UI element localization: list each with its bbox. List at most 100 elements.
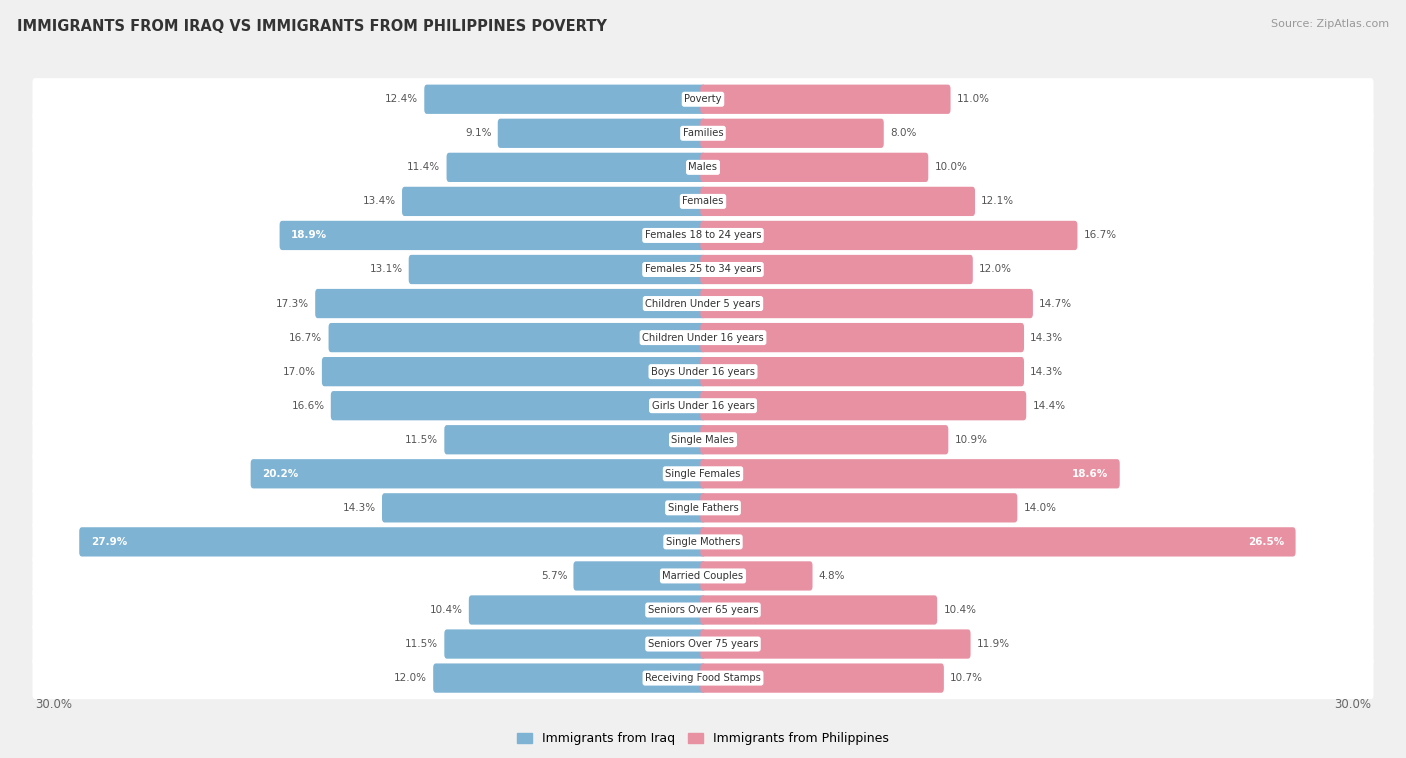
- Text: 14.0%: 14.0%: [1024, 503, 1056, 513]
- FancyBboxPatch shape: [322, 357, 706, 387]
- FancyBboxPatch shape: [700, 255, 973, 284]
- FancyBboxPatch shape: [32, 317, 1374, 359]
- Text: Single Females: Single Females: [665, 468, 741, 479]
- FancyBboxPatch shape: [32, 521, 1374, 563]
- FancyBboxPatch shape: [498, 119, 706, 148]
- FancyBboxPatch shape: [444, 425, 706, 454]
- Text: Children Under 5 years: Children Under 5 years: [645, 299, 761, 309]
- Text: 14.3%: 14.3%: [343, 503, 375, 513]
- FancyBboxPatch shape: [32, 453, 1374, 495]
- FancyBboxPatch shape: [700, 152, 928, 182]
- FancyBboxPatch shape: [700, 629, 970, 659]
- Text: Poverty: Poverty: [685, 94, 721, 105]
- Text: 16.7%: 16.7%: [290, 333, 322, 343]
- FancyBboxPatch shape: [250, 459, 706, 488]
- FancyBboxPatch shape: [32, 623, 1374, 666]
- Text: 12.1%: 12.1%: [981, 196, 1014, 206]
- FancyBboxPatch shape: [444, 629, 706, 659]
- Text: 17.3%: 17.3%: [276, 299, 309, 309]
- Text: 8.0%: 8.0%: [890, 128, 917, 138]
- Legend: Immigrants from Iraq, Immigrants from Philippines: Immigrants from Iraq, Immigrants from Ph…: [512, 727, 894, 750]
- Text: Males: Males: [689, 162, 717, 172]
- Text: 27.9%: 27.9%: [91, 537, 127, 547]
- FancyBboxPatch shape: [330, 391, 706, 421]
- FancyBboxPatch shape: [32, 146, 1374, 189]
- Text: Seniors Over 75 years: Seniors Over 75 years: [648, 639, 758, 649]
- FancyBboxPatch shape: [32, 418, 1374, 461]
- Text: 16.7%: 16.7%: [1084, 230, 1116, 240]
- Text: 11.9%: 11.9%: [977, 639, 1010, 649]
- Text: 20.2%: 20.2%: [262, 468, 298, 479]
- Text: 12.4%: 12.4%: [385, 94, 418, 105]
- FancyBboxPatch shape: [32, 350, 1374, 393]
- FancyBboxPatch shape: [402, 186, 706, 216]
- Text: 17.0%: 17.0%: [283, 367, 315, 377]
- Text: 10.4%: 10.4%: [430, 605, 463, 615]
- Text: Females: Females: [682, 196, 724, 206]
- FancyBboxPatch shape: [700, 289, 1033, 318]
- Text: 13.1%: 13.1%: [370, 265, 402, 274]
- Text: 10.0%: 10.0%: [935, 162, 967, 172]
- Text: 14.4%: 14.4%: [1032, 401, 1066, 411]
- FancyBboxPatch shape: [700, 186, 974, 216]
- Text: 30.0%: 30.0%: [35, 698, 72, 711]
- Text: 10.9%: 10.9%: [955, 435, 987, 445]
- Text: 5.7%: 5.7%: [541, 571, 567, 581]
- FancyBboxPatch shape: [700, 561, 813, 590]
- FancyBboxPatch shape: [409, 255, 706, 284]
- Text: 13.4%: 13.4%: [363, 196, 396, 206]
- FancyBboxPatch shape: [32, 283, 1374, 324]
- FancyBboxPatch shape: [32, 112, 1374, 155]
- FancyBboxPatch shape: [700, 323, 1024, 352]
- Text: 10.4%: 10.4%: [943, 605, 976, 615]
- FancyBboxPatch shape: [315, 289, 706, 318]
- FancyBboxPatch shape: [32, 78, 1374, 121]
- FancyBboxPatch shape: [32, 555, 1374, 597]
- FancyBboxPatch shape: [700, 221, 1077, 250]
- Text: 16.6%: 16.6%: [291, 401, 325, 411]
- FancyBboxPatch shape: [700, 528, 1295, 556]
- Text: Source: ZipAtlas.com: Source: ZipAtlas.com: [1271, 19, 1389, 29]
- Text: Single Mothers: Single Mothers: [666, 537, 740, 547]
- Text: 14.7%: 14.7%: [1039, 299, 1073, 309]
- FancyBboxPatch shape: [468, 595, 706, 625]
- Text: IMMIGRANTS FROM IRAQ VS IMMIGRANTS FROM PHILIPPINES POVERTY: IMMIGRANTS FROM IRAQ VS IMMIGRANTS FROM …: [17, 19, 607, 34]
- Text: 11.5%: 11.5%: [405, 435, 439, 445]
- Text: 18.9%: 18.9%: [291, 230, 328, 240]
- Text: 12.0%: 12.0%: [979, 265, 1012, 274]
- FancyBboxPatch shape: [700, 663, 943, 693]
- Text: 11.4%: 11.4%: [408, 162, 440, 172]
- FancyBboxPatch shape: [79, 528, 706, 556]
- Text: Boys Under 16 years: Boys Under 16 years: [651, 367, 755, 377]
- FancyBboxPatch shape: [425, 85, 706, 114]
- FancyBboxPatch shape: [32, 657, 1374, 699]
- FancyBboxPatch shape: [32, 249, 1374, 290]
- Text: Single Males: Single Males: [672, 435, 734, 445]
- Text: Single Fathers: Single Fathers: [668, 503, 738, 513]
- Text: Married Couples: Married Couples: [662, 571, 744, 581]
- Text: 11.0%: 11.0%: [956, 94, 990, 105]
- Text: 26.5%: 26.5%: [1247, 537, 1284, 547]
- FancyBboxPatch shape: [700, 595, 938, 625]
- FancyBboxPatch shape: [32, 589, 1374, 631]
- FancyBboxPatch shape: [700, 357, 1024, 387]
- Text: 14.3%: 14.3%: [1031, 333, 1063, 343]
- FancyBboxPatch shape: [447, 152, 706, 182]
- FancyBboxPatch shape: [329, 323, 706, 352]
- FancyBboxPatch shape: [433, 663, 706, 693]
- Text: Females 25 to 34 years: Females 25 to 34 years: [645, 265, 761, 274]
- Text: 10.7%: 10.7%: [950, 673, 983, 683]
- Text: Children Under 16 years: Children Under 16 years: [643, 333, 763, 343]
- FancyBboxPatch shape: [32, 384, 1374, 427]
- FancyBboxPatch shape: [700, 391, 1026, 421]
- FancyBboxPatch shape: [32, 180, 1374, 223]
- Text: Girls Under 16 years: Girls Under 16 years: [651, 401, 755, 411]
- Text: Seniors Over 65 years: Seniors Over 65 years: [648, 605, 758, 615]
- FancyBboxPatch shape: [700, 85, 950, 114]
- Text: Females 18 to 24 years: Females 18 to 24 years: [645, 230, 761, 240]
- FancyBboxPatch shape: [32, 215, 1374, 256]
- FancyBboxPatch shape: [32, 487, 1374, 529]
- Text: 18.6%: 18.6%: [1071, 468, 1108, 479]
- FancyBboxPatch shape: [700, 425, 948, 454]
- FancyBboxPatch shape: [700, 119, 884, 148]
